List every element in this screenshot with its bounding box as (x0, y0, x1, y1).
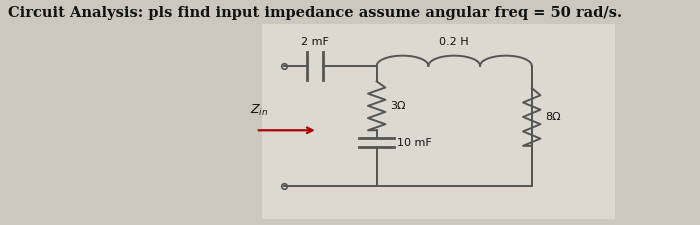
Text: 0.2 H: 0.2 H (440, 37, 469, 47)
Text: Circuit Analysis: pls find input impedance assume angular freq = 50 rad/s.: Circuit Analysis: pls find input impedan… (8, 6, 622, 20)
FancyBboxPatch shape (262, 24, 615, 219)
Text: $Z_{in}$: $Z_{in}$ (249, 103, 267, 118)
Text: 3Ω: 3Ω (391, 101, 406, 111)
Text: 10 mF: 10 mF (396, 138, 431, 148)
Text: 2 mF: 2 mF (301, 37, 328, 47)
Text: 8Ω: 8Ω (545, 112, 561, 122)
